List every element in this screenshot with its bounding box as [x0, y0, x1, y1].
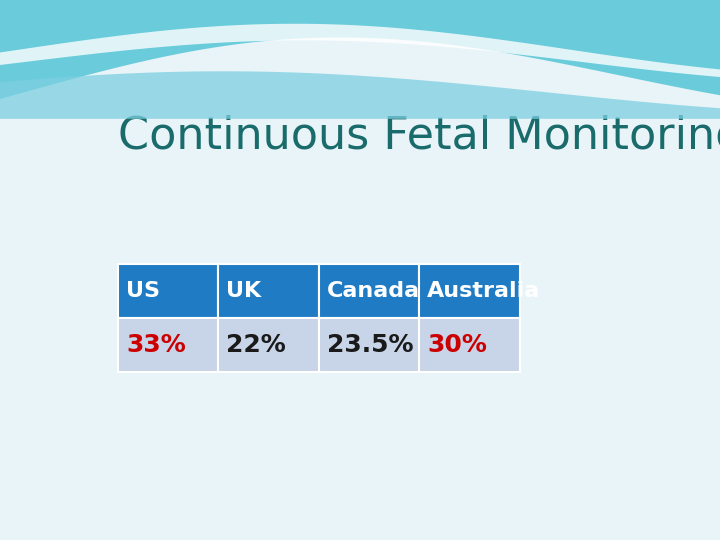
Text: Canada: Canada	[327, 281, 420, 301]
FancyBboxPatch shape	[118, 319, 218, 373]
FancyBboxPatch shape	[118, 265, 218, 319]
Polygon shape	[0, 0, 720, 99]
Text: 22%: 22%	[226, 334, 286, 357]
Text: 33%: 33%	[126, 334, 186, 357]
FancyBboxPatch shape	[218, 265, 319, 319]
Polygon shape	[0, 24, 720, 77]
FancyBboxPatch shape	[419, 319, 520, 373]
FancyBboxPatch shape	[319, 265, 419, 319]
FancyBboxPatch shape	[218, 319, 319, 373]
Text: Continuous Fetal Monitoring: Continuous Fetal Monitoring	[118, 114, 720, 158]
Text: UK: UK	[226, 281, 261, 301]
FancyBboxPatch shape	[319, 319, 419, 373]
Text: US: US	[126, 281, 160, 301]
Text: 30%: 30%	[427, 334, 487, 357]
Polygon shape	[0, 71, 720, 119]
Text: 23.5%: 23.5%	[327, 334, 413, 357]
Text: Australia: Australia	[427, 281, 541, 301]
FancyBboxPatch shape	[419, 265, 520, 319]
